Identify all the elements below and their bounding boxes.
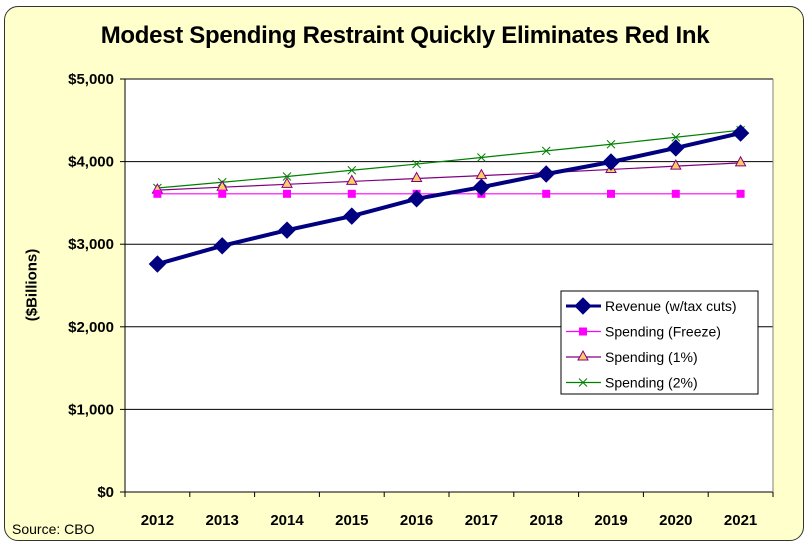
legend-label: Revenue (w/tax cuts) [605, 298, 737, 314]
data-point-spending-2 [412, 159, 421, 169]
data-point-spending-2 [606, 139, 616, 149]
x-tick-label: 2019 [594, 512, 627, 529]
legend-label: Spending (2%) [605, 375, 698, 391]
x-marker-stroke [282, 172, 292, 181]
y-tick-label: $4,000 [68, 154, 114, 171]
y-tick-label: $3,000 [68, 236, 114, 253]
legend-item: Spending (Freeze) [566, 324, 721, 340]
data-point-spending-freeze [736, 189, 745, 198]
legend-marker [578, 378, 588, 387]
data-point-spending-2 [347, 165, 357, 175]
data-point-spending-freeze [283, 189, 291, 198]
data-point-spending-2 [541, 146, 551, 156]
legend-marker [577, 349, 589, 361]
legend: Revenue (w/tax cuts) Spending (Freeze) Spe… [560, 290, 759, 395]
plot-area [125, 79, 773, 492]
data-point-spending-freeze [542, 189, 551, 198]
x-tick-label: 2017 [465, 512, 498, 529]
data-point-spending-1 [345, 174, 358, 185]
data-point-revenue-w-tax-cuts [731, 124, 750, 142]
data-point-spending-2 [477, 153, 486, 162]
y-tick-label: $2,000 [68, 319, 114, 336]
data-point-spending-1 [410, 171, 423, 183]
x-tick-label: 2014 [270, 512, 304, 529]
data-point-spending-freeze [218, 189, 227, 198]
x-tick-label: 2021 [724, 512, 757, 529]
x-tick-label: 2013 [206, 512, 239, 529]
x-tick-label: 2012 [141, 512, 174, 529]
data-point-revenue-w-tax-cuts [472, 178, 491, 196]
data-point-revenue-w-tax-cuts [407, 190, 426, 208]
x-marker-stroke [347, 165, 357, 175]
data-point-revenue-w-tax-cuts [602, 153, 620, 171]
source-note: Source: CBO [12, 521, 95, 537]
data-point-revenue-w-tax-cuts [537, 165, 555, 183]
series-line-spending-1 [157, 162, 741, 191]
legend-item: Spending (2%) [566, 375, 698, 391]
data-point-revenue-w-tax-cuts [343, 207, 361, 225]
series-line-revenue-w-tax-cuts [156, 131, 742, 266]
legend-marker [579, 327, 587, 336]
x-marker-stroke [606, 139, 616, 149]
x-tick-label: 2016 [400, 512, 433, 529]
legend-item: Revenue (w/tax cuts) [566, 297, 737, 315]
data-point-revenue-w-tax-cuts [667, 139, 685, 157]
legend-box [560, 290, 759, 395]
y-tick-label: $1,000 [68, 401, 114, 418]
x-tick-label: 2020 [659, 512, 692, 529]
data-point-spending-freeze [153, 189, 162, 198]
series-line-spending-2 [157, 129, 741, 189]
data-point-spending-1 [669, 159, 682, 170]
x-tick-label: 2018 [530, 512, 563, 529]
data-point-spending-freeze [607, 189, 615, 198]
legend-item: Spending (1%) [566, 349, 698, 365]
x-marker-stroke [477, 153, 486, 162]
data-point-spending-2 [671, 132, 681, 142]
x-marker-stroke [578, 378, 588, 387]
x-marker-stroke [541, 146, 551, 156]
data-point-spending-2 [282, 172, 292, 181]
data-point-revenue-w-tax-cuts [213, 237, 231, 255]
data-point-spending-1 [281, 177, 293, 188]
chart-title: Modest Spending Restraint Quickly Elimin… [100, 22, 710, 49]
data-point-revenue-w-tax-cuts [148, 255, 167, 273]
data-point-spending-freeze [347, 189, 356, 198]
x-marker-stroke [412, 159, 421, 169]
x-tick-label: 2015 [335, 512, 368, 529]
y-tick-label: $0 [97, 484, 114, 501]
legend-marker [574, 297, 592, 315]
x-marker-stroke [671, 132, 681, 142]
data-point-revenue-w-tax-cuts [278, 221, 296, 239]
y-tick-label: $5,000 [68, 71, 114, 88]
data-point-spending-freeze [671, 189, 680, 198]
legend-label: Spending (Freeze) [605, 324, 721, 340]
data-point-spending-1 [734, 155, 747, 167]
legend-label: Spending (1%) [605, 349, 698, 365]
